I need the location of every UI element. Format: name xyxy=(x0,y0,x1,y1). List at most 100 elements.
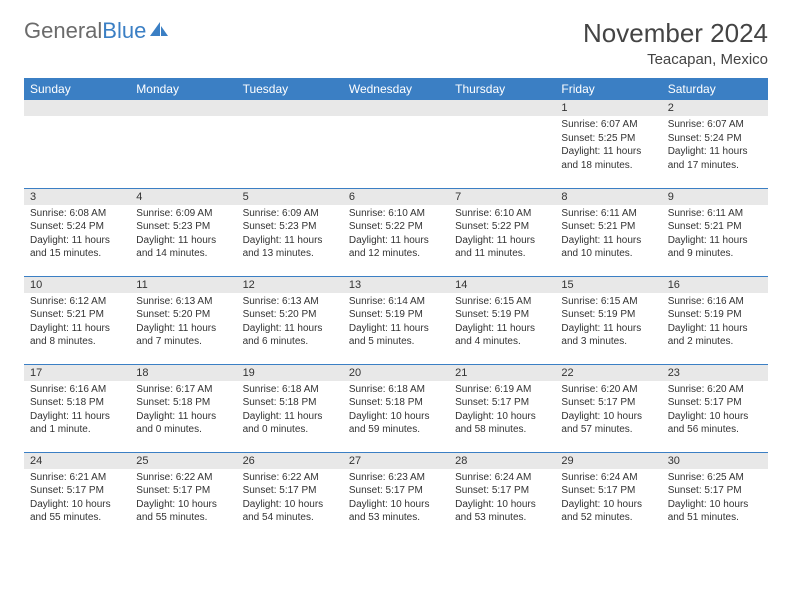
sunset-text: Sunset: 5:19 PM xyxy=(561,308,655,322)
cell-body: Sunrise: 6:09 AMSunset: 5:23 PMDaylight:… xyxy=(130,205,236,265)
sunrise-text: Sunrise: 6:17 AM xyxy=(136,383,230,397)
sunset-text: Sunset: 5:23 PM xyxy=(136,220,230,234)
sail-icon xyxy=(148,20,170,38)
day-number: 24 xyxy=(24,453,130,469)
calendar-cell: 20Sunrise: 6:18 AMSunset: 5:18 PMDayligh… xyxy=(343,364,449,452)
daylight-text: Daylight: 10 hours and 56 minutes. xyxy=(668,410,762,437)
weekday-header: Thursday xyxy=(449,78,555,100)
cell-body: Sunrise: 6:14 AMSunset: 5:19 PMDaylight:… xyxy=(343,293,449,353)
daylight-text: Daylight: 11 hours and 11 minutes. xyxy=(455,234,549,261)
calendar-cell: 4Sunrise: 6:09 AMSunset: 5:23 PMDaylight… xyxy=(130,188,236,276)
day-number: 3 xyxy=(24,189,130,205)
day-number: 27 xyxy=(343,453,449,469)
calendar-cell: 2Sunrise: 6:07 AMSunset: 5:24 PMDaylight… xyxy=(662,100,768,188)
sunset-text: Sunset: 5:17 PM xyxy=(668,396,762,410)
month-title: November 2024 xyxy=(583,18,768,49)
day-number: 16 xyxy=(662,277,768,293)
calendar-body: 1Sunrise: 6:07 AMSunset: 5:25 PMDaylight… xyxy=(24,100,768,540)
cell-body: Sunrise: 6:25 AMSunset: 5:17 PMDaylight:… xyxy=(662,469,768,529)
sunset-text: Sunset: 5:20 PM xyxy=(243,308,337,322)
sunrise-text: Sunrise: 6:14 AM xyxy=(349,295,443,309)
calendar-cell: 1Sunrise: 6:07 AMSunset: 5:25 PMDaylight… xyxy=(555,100,661,188)
day-number: 5 xyxy=(237,189,343,205)
cell-body xyxy=(449,116,555,176)
sunset-text: Sunset: 5:18 PM xyxy=(30,396,124,410)
calendar-head: SundayMondayTuesdayWednesdayThursdayFrid… xyxy=(24,78,768,100)
calendar-cell: 26Sunrise: 6:22 AMSunset: 5:17 PMDayligh… xyxy=(237,452,343,540)
day-number: 26 xyxy=(237,453,343,469)
cell-body: Sunrise: 6:16 AMSunset: 5:18 PMDaylight:… xyxy=(24,381,130,441)
calendar-page: GeneralBlue November 2024 Teacapan, Mexi… xyxy=(0,0,792,558)
cell-body: Sunrise: 6:11 AMSunset: 5:21 PMDaylight:… xyxy=(662,205,768,265)
day-number: 10 xyxy=(24,277,130,293)
cell-body: Sunrise: 6:20 AMSunset: 5:17 PMDaylight:… xyxy=(662,381,768,441)
calendar-week-row: 1Sunrise: 6:07 AMSunset: 5:25 PMDaylight… xyxy=(24,100,768,188)
sunrise-text: Sunrise: 6:12 AM xyxy=(30,295,124,309)
calendar-cell: 28Sunrise: 6:24 AMSunset: 5:17 PMDayligh… xyxy=(449,452,555,540)
daylight-text: Daylight: 10 hours and 57 minutes. xyxy=(561,410,655,437)
calendar-cell: 18Sunrise: 6:17 AMSunset: 5:18 PMDayligh… xyxy=(130,364,236,452)
calendar-cell: 13Sunrise: 6:14 AMSunset: 5:19 PMDayligh… xyxy=(343,276,449,364)
calendar-cell: 16Sunrise: 6:16 AMSunset: 5:19 PMDayligh… xyxy=(662,276,768,364)
daylight-text: Daylight: 11 hours and 18 minutes. xyxy=(561,145,655,172)
cell-body: Sunrise: 6:20 AMSunset: 5:17 PMDaylight:… xyxy=(555,381,661,441)
sunrise-text: Sunrise: 6:10 AM xyxy=(349,207,443,221)
cell-body: Sunrise: 6:17 AMSunset: 5:18 PMDaylight:… xyxy=(130,381,236,441)
sunset-text: Sunset: 5:21 PM xyxy=(561,220,655,234)
day-number: 4 xyxy=(130,189,236,205)
location-label: Teacapan, Mexico xyxy=(583,51,768,68)
calendar-week-row: 3Sunrise: 6:08 AMSunset: 5:24 PMDaylight… xyxy=(24,188,768,276)
day-number: 2 xyxy=(662,100,768,116)
sunrise-text: Sunrise: 6:16 AM xyxy=(30,383,124,397)
cell-body: Sunrise: 6:16 AMSunset: 5:19 PMDaylight:… xyxy=(662,293,768,353)
calendar-cell: 30Sunrise: 6:25 AMSunset: 5:17 PMDayligh… xyxy=(662,452,768,540)
sunrise-text: Sunrise: 6:07 AM xyxy=(561,118,655,132)
calendar-cell: 7Sunrise: 6:10 AMSunset: 5:22 PMDaylight… xyxy=(449,188,555,276)
weekday-header: Saturday xyxy=(662,78,768,100)
cell-body: Sunrise: 6:13 AMSunset: 5:20 PMDaylight:… xyxy=(237,293,343,353)
daylight-text: Daylight: 11 hours and 17 minutes. xyxy=(668,145,762,172)
title-block: November 2024 Teacapan, Mexico xyxy=(583,18,768,68)
calendar-cell: 24Sunrise: 6:21 AMSunset: 5:17 PMDayligh… xyxy=(24,452,130,540)
brand-logo: GeneralBlue xyxy=(24,18,170,44)
brand-part2: Blue xyxy=(102,18,146,44)
daylight-text: Daylight: 10 hours and 59 minutes. xyxy=(349,410,443,437)
calendar-cell: 27Sunrise: 6:23 AMSunset: 5:17 PMDayligh… xyxy=(343,452,449,540)
calendar-cell: 9Sunrise: 6:11 AMSunset: 5:21 PMDaylight… xyxy=(662,188,768,276)
sunrise-text: Sunrise: 6:18 AM xyxy=(243,383,337,397)
sunset-text: Sunset: 5:17 PM xyxy=(561,484,655,498)
sunset-text: Sunset: 5:17 PM xyxy=(243,484,337,498)
sunset-text: Sunset: 5:17 PM xyxy=(30,484,124,498)
daylight-text: Daylight: 11 hours and 5 minutes. xyxy=(349,322,443,349)
brand-part1: General xyxy=(24,18,102,44)
day-number: 28 xyxy=(449,453,555,469)
calendar-cell: 17Sunrise: 6:16 AMSunset: 5:18 PMDayligh… xyxy=(24,364,130,452)
sunset-text: Sunset: 5:25 PM xyxy=(561,132,655,146)
cell-body xyxy=(343,116,449,176)
cell-body: Sunrise: 6:18 AMSunset: 5:18 PMDaylight:… xyxy=(343,381,449,441)
cell-body: Sunrise: 6:15 AMSunset: 5:19 PMDaylight:… xyxy=(555,293,661,353)
sunrise-text: Sunrise: 6:13 AM xyxy=(136,295,230,309)
cell-body: Sunrise: 6:11 AMSunset: 5:21 PMDaylight:… xyxy=(555,205,661,265)
calendar-table: SundayMondayTuesdayWednesdayThursdayFrid… xyxy=(24,78,768,540)
calendar-cell: 5Sunrise: 6:09 AMSunset: 5:23 PMDaylight… xyxy=(237,188,343,276)
cell-body: Sunrise: 6:23 AMSunset: 5:17 PMDaylight:… xyxy=(343,469,449,529)
daylight-text: Daylight: 11 hours and 2 minutes. xyxy=(668,322,762,349)
daylight-text: Daylight: 11 hours and 0 minutes. xyxy=(136,410,230,437)
cell-body: Sunrise: 6:22 AMSunset: 5:17 PMDaylight:… xyxy=(130,469,236,529)
day-number xyxy=(343,100,449,116)
sunrise-text: Sunrise: 6:09 AM xyxy=(243,207,337,221)
calendar-cell: 29Sunrise: 6:24 AMSunset: 5:17 PMDayligh… xyxy=(555,452,661,540)
day-number: 6 xyxy=(343,189,449,205)
daylight-text: Daylight: 11 hours and 12 minutes. xyxy=(349,234,443,261)
sunrise-text: Sunrise: 6:24 AM xyxy=(455,471,549,485)
weekday-header: Sunday xyxy=(24,78,130,100)
sunset-text: Sunset: 5:19 PM xyxy=(455,308,549,322)
day-number: 13 xyxy=(343,277,449,293)
sunset-text: Sunset: 5:24 PM xyxy=(668,132,762,146)
cell-body: Sunrise: 6:15 AMSunset: 5:19 PMDaylight:… xyxy=(449,293,555,353)
sunset-text: Sunset: 5:23 PM xyxy=(243,220,337,234)
daylight-text: Daylight: 11 hours and 0 minutes. xyxy=(243,410,337,437)
sunset-text: Sunset: 5:17 PM xyxy=(349,484,443,498)
calendar-cell: 3Sunrise: 6:08 AMSunset: 5:24 PMDaylight… xyxy=(24,188,130,276)
